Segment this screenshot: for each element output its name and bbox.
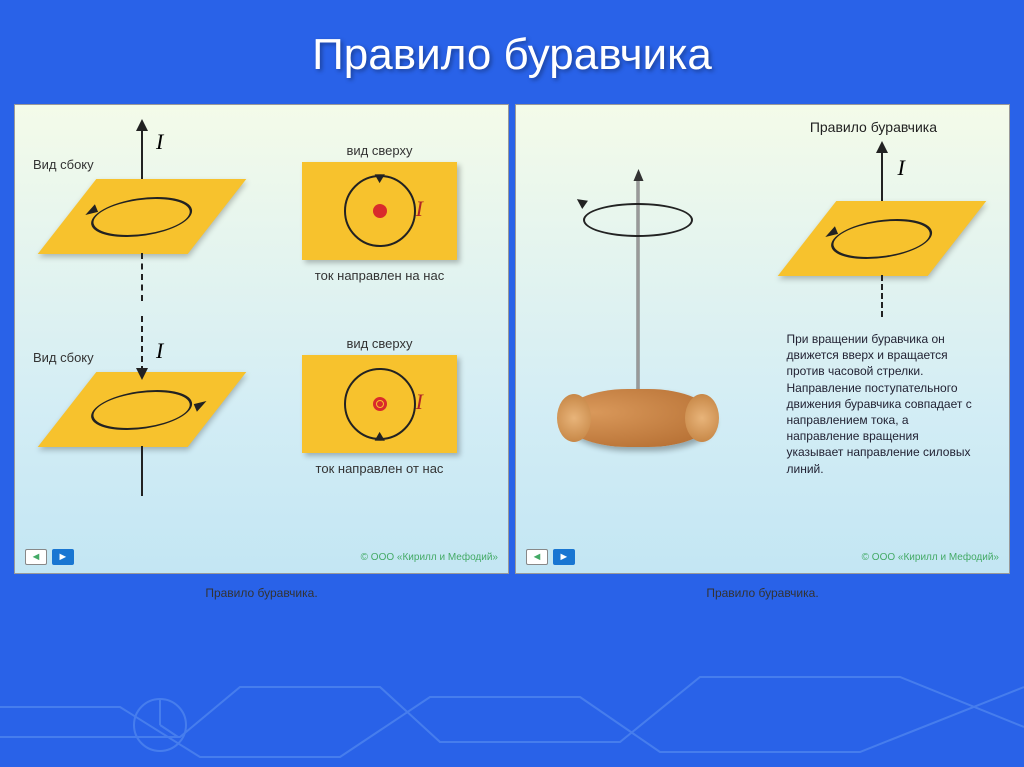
wire-r-upper — [881, 145, 883, 203]
prev-button-r[interactable]: ◄ — [526, 549, 548, 565]
log-end-right — [685, 394, 719, 442]
panel-right-title: Правило буравчика — [528, 119, 997, 135]
gimlet-diagram — [528, 141, 748, 521]
arrow-up-right-icon — [876, 141, 888, 153]
next-button-r[interactable]: ► — [553, 549, 575, 565]
label-away: ток направлен от нас — [316, 461, 444, 476]
log-end-left — [557, 394, 591, 442]
caption-right: Правило буравчика. — [515, 586, 1010, 600]
panel-right-footer: ◄ ► © ООО «Кирилл и Мефодий» — [516, 549, 1009, 565]
plane-up — [38, 179, 247, 254]
dot-toward-icon — [373, 204, 387, 218]
wire-upper — [141, 123, 143, 179]
background-decoration — [0, 647, 1024, 767]
label-top-1: вид сверху — [347, 143, 413, 158]
looparrow-down — [194, 397, 208, 412]
label-toward: ток направлен на нас — [315, 268, 444, 283]
rhombus-up-wrap: I — [47, 123, 237, 303]
wood-log — [563, 389, 713, 447]
I-label-away: I — [416, 389, 423, 415]
I-label-right: I — [898, 155, 905, 181]
I-label-1: I — [156, 129, 163, 155]
rect-toward: I — [302, 162, 457, 260]
page-title: Правило буравчика — [0, 0, 1024, 104]
gimlet-tip-icon — [633, 169, 643, 181]
rect-away: I — [302, 355, 457, 453]
captions-row: Правило буравчика. Правило буравчика. — [0, 574, 1024, 600]
copyright-right: © ООО «Кирилл и Мефодий» — [862, 552, 999, 563]
panel-right: Правило буравчика — [515, 104, 1010, 574]
label-top-2: вид сверху — [347, 336, 413, 351]
rotation-arrow-icon — [574, 195, 588, 209]
cell-side-up: Вид сбоку I — [27, 119, 257, 306]
wire2-lower — [141, 446, 143, 496]
copyright-left: © ООО «Кирилл и Мефодий» — [361, 552, 498, 563]
circle-toward — [344, 175, 416, 247]
panels-row: Вид сбоку I вид свер — [0, 104, 1024, 574]
rotation-ellipse — [583, 203, 693, 237]
wire-r-lower-dash — [881, 275, 883, 317]
circle-away — [344, 368, 416, 440]
arrow-down-icon — [136, 368, 148, 380]
wire2-upper-dash — [141, 316, 143, 372]
nav-controls-left: ◄ ► — [25, 549, 76, 565]
I-label-2: I — [156, 338, 163, 364]
dot-away-icon — [377, 401, 383, 407]
next-button[interactable]: ► — [52, 549, 74, 565]
arrow-cw-1 — [374, 431, 387, 444]
rhombus-down-wrap: I — [47, 316, 237, 496]
fieldloop-down — [78, 389, 205, 429]
panel-left: Вид сбоку I вид свер — [14, 104, 509, 574]
arrow-ccw-1 — [374, 169, 387, 182]
right-body: I При вращении буравчика он движется вве… — [528, 141, 997, 521]
caption-left: Правило буравчика. — [14, 586, 509, 600]
nav-controls-right: ◄ ► — [526, 549, 577, 565]
deco-svg — [0, 647, 1024, 767]
I-label-toward: I — [416, 196, 423, 222]
fieldloop-right — [818, 219, 945, 259]
wire-lower-dash — [141, 253, 143, 301]
description-text: При вращении буравчика он движется вверх… — [787, 331, 977, 477]
arrow-up-icon — [136, 119, 148, 131]
prev-button[interactable]: ◄ — [25, 549, 47, 565]
panel-left-footer: ◄ ► © ООО «Кирилл и Мефодий» — [15, 549, 508, 565]
rhombus-right-wrap: I — [787, 147, 977, 317]
plane-down — [38, 372, 247, 447]
fieldloop-up — [78, 196, 205, 236]
cell-top-toward: вид сверху I ток направлен на нас — [263, 119, 496, 306]
cell-top-away: вид сверху I ток направлен от нас — [263, 312, 496, 499]
plane-right — [777, 201, 986, 276]
right-text-col: I При вращении буравчика он движется вве… — [766, 141, 997, 521]
cell-side-down: Вид сбоку I — [27, 312, 257, 499]
left-grid: Вид сбоку I вид свер — [27, 119, 496, 499]
